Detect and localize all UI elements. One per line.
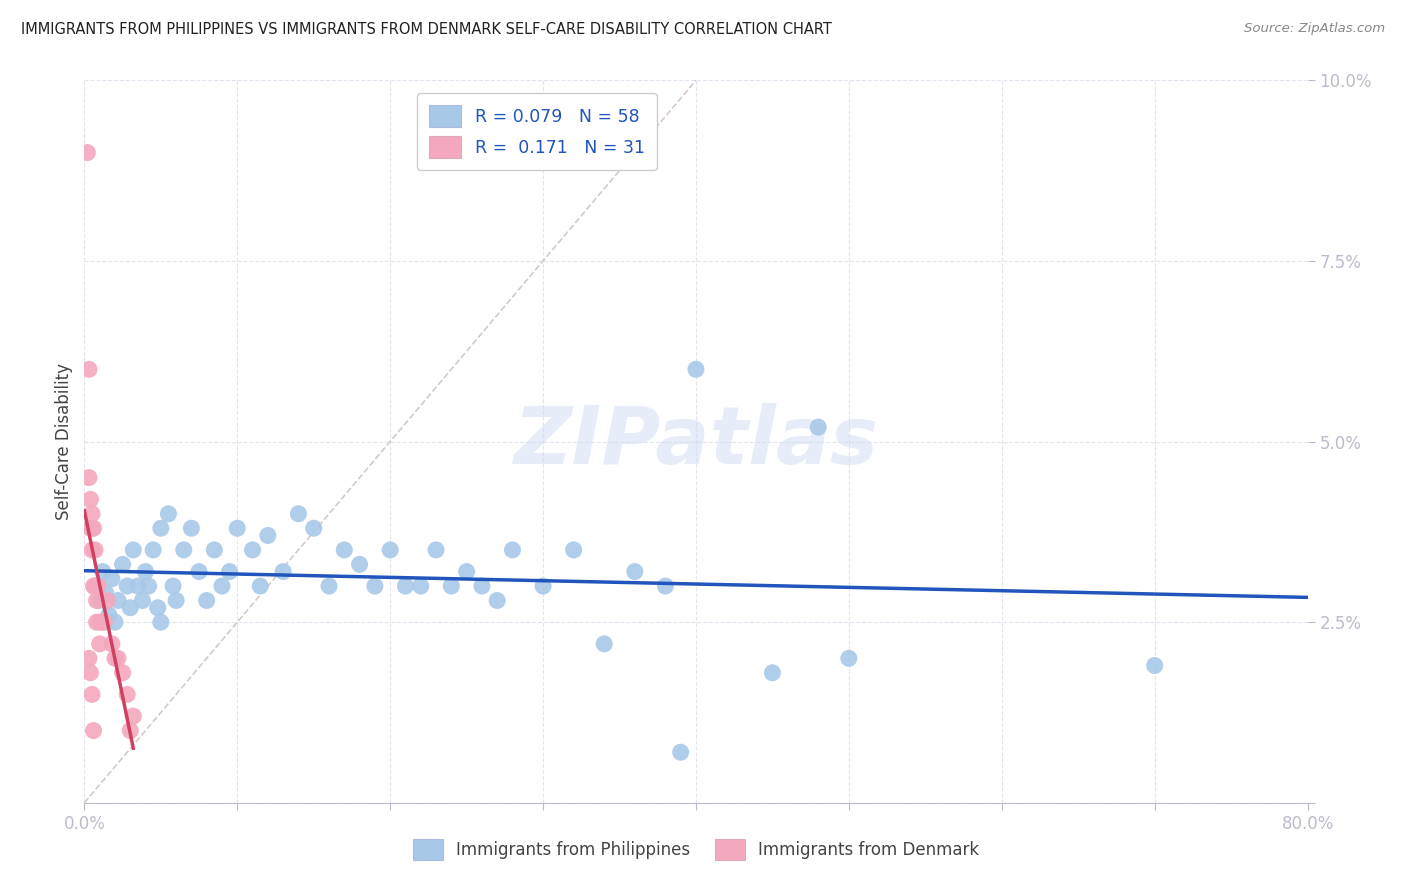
Point [111,558,134,572]
Point [80,542,103,557]
Legend: Immigrants from Philippines, Immigrants from Denmark: Immigrants from Philippines, Immigrants … [406,832,986,867]
Point [77,471,100,485]
Point [380,542,402,557]
Point [242,542,264,557]
Point [287,507,309,521]
Point [149,615,172,630]
Point [531,579,554,593]
Point [180,521,202,535]
Point [257,528,280,542]
Point [138,579,160,593]
Point [79,492,101,507]
Point [202,542,225,557]
Point [131,593,153,607]
Point [107,651,129,665]
Point [111,665,134,680]
Point [79,521,101,535]
Point [101,572,124,586]
Point [226,521,249,535]
Point [122,542,145,557]
Point [94,586,117,600]
Point [83,723,105,738]
Point [502,542,524,557]
Point [89,615,111,630]
Point [115,687,138,701]
Point [394,579,416,593]
Point [211,579,233,593]
Point [84,579,107,593]
Point [149,521,172,535]
Point [96,593,118,607]
Point [135,565,157,579]
Point [195,593,218,607]
Point [761,665,783,680]
Point [83,521,105,535]
Point [89,593,111,607]
Point [456,565,478,579]
Point [115,579,138,593]
Point [562,542,585,557]
Point [440,579,463,593]
Point [107,593,129,607]
Point [685,362,707,376]
Point [146,600,169,615]
Point [80,687,103,701]
Point [83,579,105,593]
Point [364,579,387,593]
Point [302,521,325,535]
Point [77,651,100,665]
Point [425,542,447,557]
Point [471,579,494,593]
Point [157,507,180,521]
Point [93,615,115,630]
Point [593,637,616,651]
Point [218,565,240,579]
Point [654,579,676,593]
Point [188,565,211,579]
Point [91,565,114,579]
Point [120,723,142,738]
Point [86,593,108,607]
Point [333,542,356,557]
Point [249,579,271,593]
Point [86,615,108,630]
Point [1143,658,1166,673]
Point [349,558,371,572]
Point [318,579,340,593]
Point [624,565,647,579]
Point [127,579,149,593]
Point [486,593,509,607]
Point [91,615,114,630]
Point [173,542,195,557]
Point [409,579,432,593]
Point [104,615,127,630]
Y-axis label: Self-Care Disability: Self-Care Disability [55,363,73,520]
Point [271,565,294,579]
Text: ZIPatlas: ZIPatlas [513,402,879,481]
Point [86,579,108,593]
Point [807,420,830,434]
Point [84,542,107,557]
Point [76,145,98,160]
Point [669,745,692,759]
Point [79,665,101,680]
Point [80,507,103,521]
Text: IMMIGRANTS FROM PHILIPPINES VS IMMIGRANTS FROM DENMARK SELF-CARE DISABILITY CORR: IMMIGRANTS FROM PHILIPPINES VS IMMIGRANT… [21,22,832,37]
Point [89,637,111,651]
Text: Source: ZipAtlas.com: Source: ZipAtlas.com [1244,22,1385,36]
Point [104,651,127,665]
Point [80,521,103,535]
Point [122,709,145,723]
Point [838,651,860,665]
Point [87,579,110,593]
Point [162,579,184,593]
Point [101,637,124,651]
Point [97,607,120,622]
Point [120,600,142,615]
Point [142,542,165,557]
Point [77,362,100,376]
Point [165,593,187,607]
